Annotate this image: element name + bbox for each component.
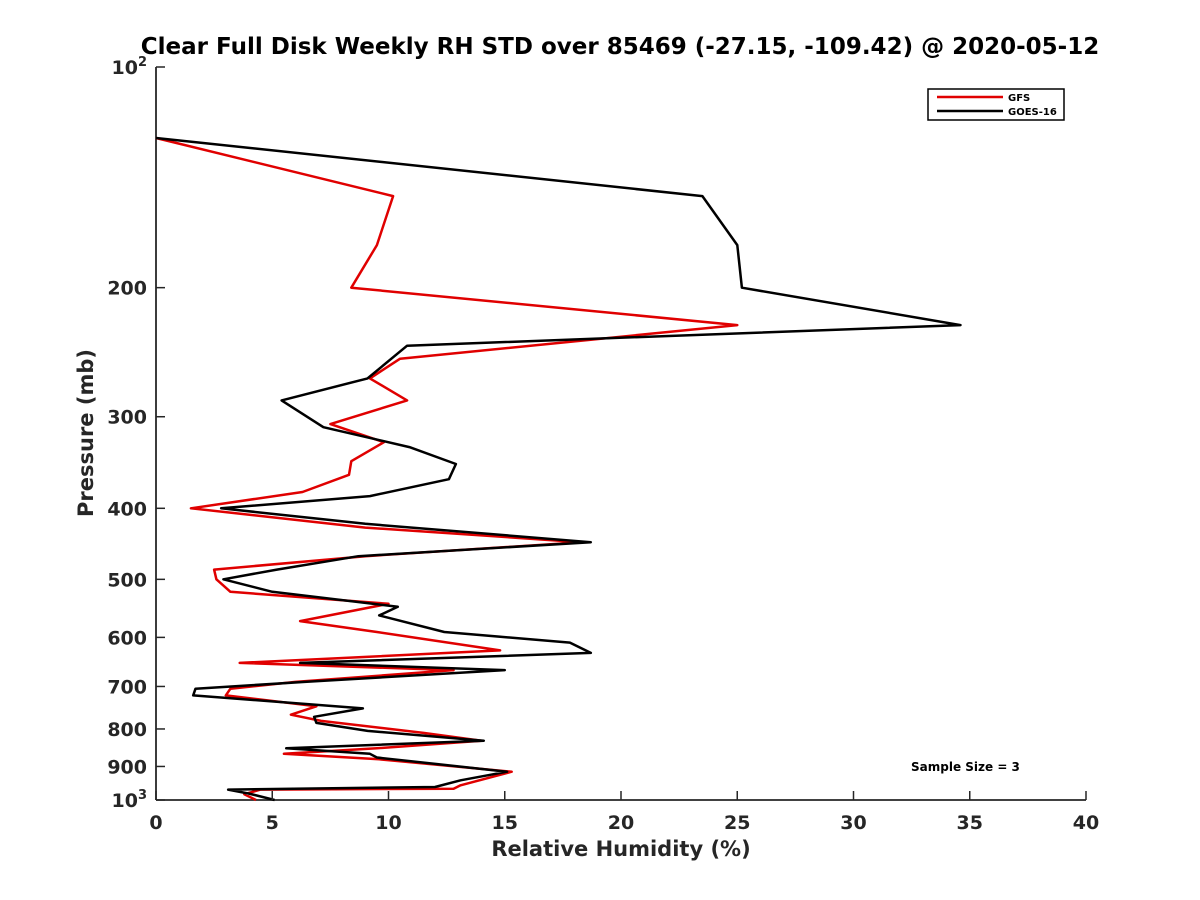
- x-ticks: 0 5 10 15 20 25 30 35 40: [149, 791, 1099, 834]
- x-tick-label: 0: [149, 812, 162, 834]
- x-tick-label: 35: [957, 812, 983, 834]
- y-tick-label: 800: [107, 719, 147, 741]
- legend-label-gfs: GFS: [1008, 93, 1030, 104]
- x-tick-label: 10: [375, 812, 401, 834]
- x-tick-label: 20: [608, 812, 634, 834]
- x-tick-label: 5: [266, 812, 279, 834]
- legend-box: [927, 88, 1065, 121]
- y-tick-label: 300: [107, 407, 147, 429]
- series-layer: [155, 136, 962, 802]
- y-ticks: 102 200 300 400 500 600 700 800 900 103: [107, 55, 165, 812]
- x-tick-label: 40: [1073, 812, 1099, 834]
- sample-size-annotation: Sample Size = 3: [911, 760, 1020, 774]
- y-tick-label: 102: [112, 55, 148, 79]
- x-tick-label: 30: [840, 812, 866, 834]
- y-tick-label: 400: [107, 498, 147, 520]
- x-axis-label: Relative Humidity (%): [491, 837, 750, 861]
- y-tick-label: 900: [107, 756, 147, 778]
- legend: GFS GOES-16: [927, 88, 1065, 121]
- series-line-gfs: [155, 136, 739, 802]
- x-tick-label: 15: [492, 812, 518, 834]
- y-axis-label: Pressure (mb): [74, 349, 98, 517]
- chart-title: Clear Full Disk Weekly RH STD over 85469…: [141, 34, 1099, 60]
- x-tick-label: 25: [724, 812, 750, 834]
- y-tick-label: 600: [107, 627, 147, 649]
- y-tick-label: 500: [107, 569, 147, 591]
- y-tick-label: 103: [112, 788, 148, 812]
- series-line-goes-16: [155, 136, 962, 802]
- y-tick-label: 700: [107, 676, 147, 698]
- y-tick-label: 200: [107, 278, 147, 300]
- legend-label-goes16: GOES-16: [1008, 107, 1057, 118]
